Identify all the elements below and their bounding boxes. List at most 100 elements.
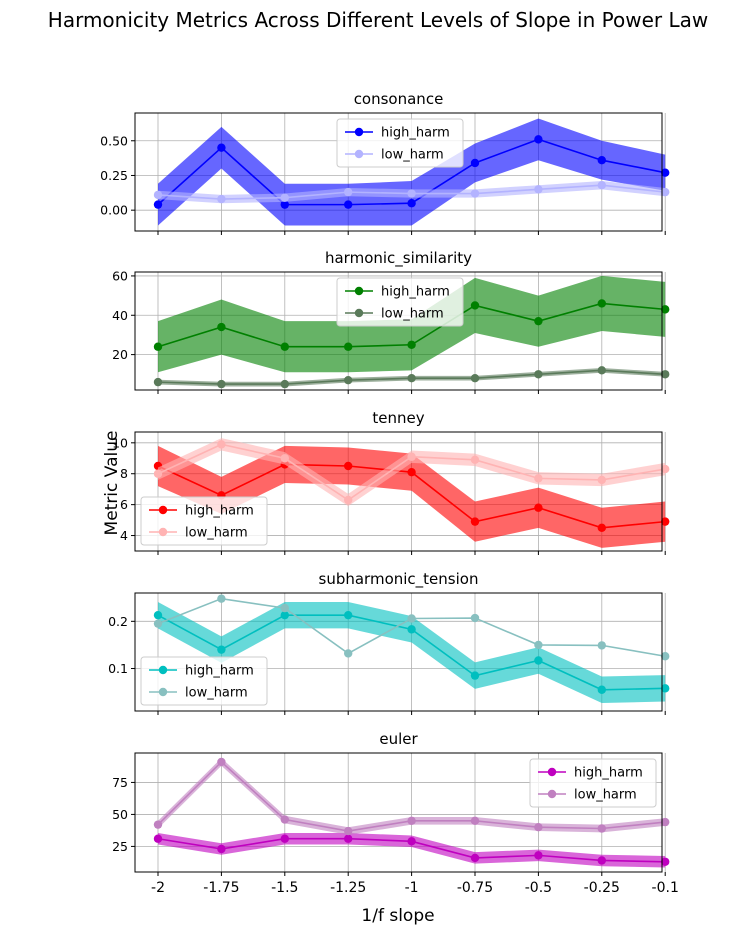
data-point <box>153 834 163 843</box>
y-tick-label: 0.00 <box>100 203 128 218</box>
axes-frame <box>134 112 663 232</box>
subplot-title: euler <box>379 730 418 748</box>
legend-marker <box>158 665 168 675</box>
legend: high_harm low_harm <box>529 758 657 808</box>
legend: high_harm low_harm <box>140 496 268 546</box>
data-point <box>280 603 289 613</box>
data-point <box>217 194 226 204</box>
series-low_harm <box>153 438 670 507</box>
data-point <box>597 180 606 190</box>
legend: high_harm low_harm <box>140 656 268 706</box>
data-point <box>344 461 353 471</box>
data-point <box>407 452 416 461</box>
subplot-title: consonance <box>354 90 444 108</box>
legend-label: low_harm <box>574 788 637 803</box>
legend-box <box>140 496 268 546</box>
y-tick-label: 0.1 <box>108 661 128 676</box>
data-point <box>661 305 670 314</box>
subplot-consonance: consonance 0.00 0.25 0.50 high_harm low_harm <box>100 90 670 235</box>
subplot-subharmonic_tension: subharmonic_tension 0.1 0.2 high_harm low_ha… <box>108 570 670 715</box>
legend-marker <box>354 149 364 159</box>
data-point <box>534 185 543 194</box>
legend-label: high_harm <box>381 126 450 141</box>
data-point <box>534 656 543 665</box>
data-point <box>280 193 289 202</box>
data-point <box>280 815 289 824</box>
y-tick-label: 0.2 <box>108 614 128 629</box>
legend-box <box>336 118 464 168</box>
y-tick-label: 40 <box>112 308 128 323</box>
data-point <box>534 316 543 326</box>
legend: high_harm low_harm <box>336 118 464 168</box>
data-point <box>407 467 416 477</box>
data-point <box>344 200 353 209</box>
y-tick-label: 0.50 <box>100 133 128 148</box>
confidence-band <box>158 601 666 703</box>
data-point <box>661 187 670 197</box>
series-low_harm <box>153 180 670 204</box>
data-point <box>597 685 606 694</box>
data-point <box>153 820 163 829</box>
subplot-title: harmonic_similarity <box>325 249 472 268</box>
subplots: consonance0.000.250.50high_harmlow_harmh… <box>100 90 679 896</box>
series-low_harm <box>153 757 670 836</box>
x-tick-label: -0.75 <box>457 880 493 896</box>
series-low_harm <box>153 594 670 661</box>
data-point <box>661 684 670 693</box>
axes-frame <box>134 271 663 391</box>
data-point <box>344 495 353 505</box>
data-point <box>534 640 543 650</box>
legend-box <box>529 758 657 808</box>
data-point <box>217 645 226 654</box>
data-point <box>661 370 670 379</box>
data-point <box>344 342 353 351</box>
data-point <box>407 374 416 383</box>
series-high_harm <box>153 832 670 868</box>
data-point <box>407 614 416 623</box>
data-point <box>470 455 480 465</box>
data-point <box>344 834 353 843</box>
data-point <box>407 816 416 826</box>
data-point <box>217 143 226 152</box>
legend-label: low_harm <box>381 148 444 163</box>
y-tick-label: 60 <box>112 268 128 283</box>
x-tick-label: -0.1 <box>652 880 679 896</box>
subplot-tenney: tenney 4 6 8 10 high_harm low_harm <box>112 409 670 555</box>
data-point <box>534 370 543 379</box>
y-tick-label: 8 <box>120 466 128 481</box>
legend-label: high_harm <box>185 664 254 679</box>
data-point <box>153 619 163 628</box>
data-point <box>407 199 416 208</box>
x-tick-label: -1 <box>405 880 419 896</box>
data-point <box>470 613 480 623</box>
data-point <box>661 857 670 866</box>
legend-marker <box>158 527 168 537</box>
legend-marker <box>354 286 364 296</box>
data-point <box>217 757 226 767</box>
legend-marker <box>354 308 364 318</box>
data-point <box>344 610 353 620</box>
data-point <box>153 190 163 200</box>
data-point <box>470 517 480 526</box>
data-point <box>217 322 226 332</box>
data-point <box>470 671 480 680</box>
data-point <box>280 454 289 463</box>
series-low_harm <box>153 366 670 389</box>
data-point <box>597 299 606 308</box>
y-tick-label: 20 <box>112 347 128 362</box>
x-tick-label: -2 <box>151 880 165 896</box>
data-point <box>534 135 543 144</box>
y-tick-label: 50 <box>112 807 128 822</box>
data-point <box>661 464 670 474</box>
data-point <box>217 379 226 389</box>
y-tick-label: 10 <box>112 435 128 450</box>
legend-marker <box>158 505 168 515</box>
data-point <box>470 189 480 198</box>
subplot-title: tenney <box>372 409 424 427</box>
legend-label: high_harm <box>381 285 450 300</box>
data-point <box>534 851 543 860</box>
data-point <box>280 342 289 351</box>
legend-label: low_harm <box>381 307 444 322</box>
data-point <box>597 856 606 865</box>
